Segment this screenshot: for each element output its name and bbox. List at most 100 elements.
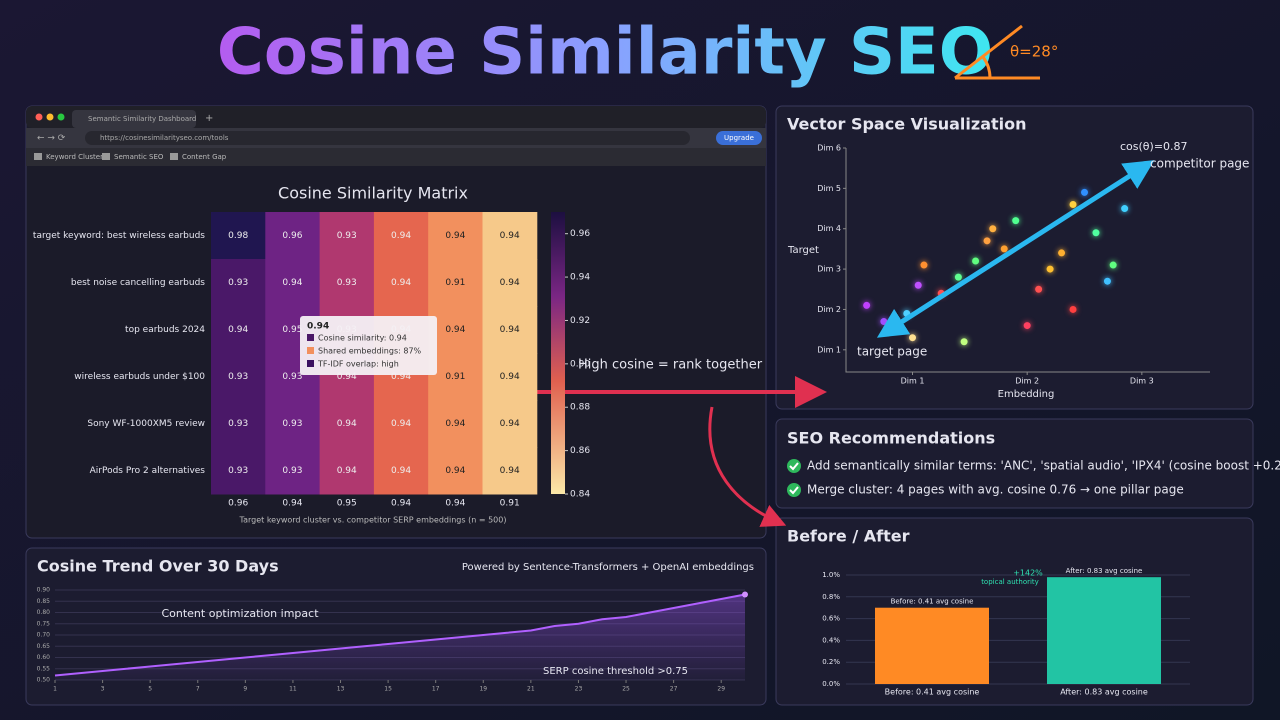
row-label: AirPods Pro 2 alternatives xyxy=(90,466,206,476)
heat-cell xyxy=(482,306,538,354)
cell-label: 0.93 xyxy=(337,231,357,241)
cell-label: 0.93 xyxy=(228,278,248,288)
cell-label: 0.94 xyxy=(337,466,357,476)
heat-cell xyxy=(373,259,429,307)
row-label: target keyword: best wireless earbuds xyxy=(33,231,205,241)
heat-cell xyxy=(319,259,375,307)
cell-label: 0.94 xyxy=(391,419,411,429)
heat-cell xyxy=(265,447,321,495)
cell-label: 0.94 xyxy=(500,325,520,335)
tab-bar xyxy=(26,106,766,128)
x-tick-label: Dim 3 xyxy=(1130,377,1154,386)
column-label: 0.94 xyxy=(282,499,302,509)
x-tick-label: 11 xyxy=(289,686,297,693)
end-point xyxy=(742,591,748,598)
bar xyxy=(875,607,989,684)
y-tick-label: 0.4% xyxy=(822,636,840,644)
colorbar xyxy=(551,212,565,494)
nav-buttons[interactable]: ← → ⟳ xyxy=(37,134,66,144)
window-maximize[interactable] xyxy=(57,113,65,121)
window-close[interactable] xyxy=(35,113,43,121)
y-tick-label: 0.90 xyxy=(37,587,51,594)
cell-label: 0.94 xyxy=(337,372,357,382)
bar-top-label: Before: 0.41 avg cosine xyxy=(891,598,974,606)
trend-line xyxy=(54,593,746,677)
bookmark-icon xyxy=(170,153,178,160)
x-tick-label: After: 0.83 avg cosine xyxy=(1060,688,1148,697)
cell-label: 0.93 xyxy=(282,372,302,382)
cell-label: 0.94 xyxy=(391,372,411,382)
x-axis-label: Embedding xyxy=(998,389,1055,400)
cell-label: 0.93 xyxy=(228,419,248,429)
colorbar-label: 0.96 xyxy=(570,229,590,239)
badge-text: θ=28° xyxy=(1010,43,1058,61)
cell-label: 0.94 xyxy=(500,231,520,241)
bookmark-icon xyxy=(102,153,110,160)
browser-tab[interactable] xyxy=(72,110,196,128)
cell-label: 0.91 xyxy=(445,372,465,382)
check-mark xyxy=(789,462,799,471)
new-tab[interactable]: + xyxy=(205,113,213,124)
bookmarks-bar xyxy=(26,148,766,166)
y-tick-label: 0.8% xyxy=(822,593,840,601)
x-tick-label: 13 xyxy=(337,686,345,693)
heat-cell xyxy=(428,400,483,448)
cell-label: 0.98 xyxy=(228,231,248,241)
x-tick-label: Dim 1 xyxy=(901,377,925,386)
similarity-arrow xyxy=(876,160,1155,338)
heat-cell xyxy=(211,212,266,260)
x-tick-label: 21 xyxy=(527,686,535,693)
point xyxy=(1081,188,1089,196)
arrow-label: cos(θ)=0.87 xyxy=(1120,140,1188,153)
flow-arrow xyxy=(708,406,787,527)
bookmark-icon xyxy=(34,153,42,160)
point xyxy=(909,334,917,342)
before-after-panel xyxy=(775,517,1254,706)
y-tick-label: 0.65 xyxy=(37,643,51,650)
cell-label: 0.94 xyxy=(228,325,248,335)
row-label: top earbuds 2024 xyxy=(125,325,205,335)
target-label: target page xyxy=(857,345,927,359)
cell-label: 0.94 xyxy=(391,466,411,476)
area xyxy=(55,594,745,680)
bookmark[interactable]: Semantic SEO xyxy=(114,153,164,161)
cell-label: 0.94 xyxy=(337,419,357,429)
cell-label: 0.94 xyxy=(445,325,465,335)
colorbar-label: 0.86 xyxy=(570,446,590,456)
y-tick-label: Dim 3 xyxy=(817,265,841,274)
chart-title: Vector Space Visualization xyxy=(787,115,1027,134)
x-tick-label: 1 xyxy=(53,686,57,693)
x-tick-label: 9 xyxy=(243,686,247,693)
cell-label: 0.93 xyxy=(228,466,248,476)
point xyxy=(989,225,997,233)
heat-cell xyxy=(265,212,321,260)
title-badge: θ=28° xyxy=(954,24,1058,80)
address-bar[interactable] xyxy=(85,131,690,145)
cell-label: 0.94 xyxy=(282,278,302,288)
upgrade-button[interactable] xyxy=(716,131,762,145)
section-title: SEO Recommendations xyxy=(787,429,995,448)
point xyxy=(972,257,980,265)
tooltip-title: 0.94 xyxy=(307,322,329,332)
window-minimize[interactable] xyxy=(46,113,54,121)
tooltip-swatch xyxy=(307,334,314,341)
bookmark[interactable]: Content Gap xyxy=(182,153,227,161)
cell-label: 0.94 xyxy=(445,231,465,241)
cell-label: 0.91 xyxy=(445,278,465,288)
cell-label: 0.93 xyxy=(282,466,302,476)
flow-label: High cosine = rank together xyxy=(578,358,763,373)
heat-cell xyxy=(482,400,538,448)
heat-cell xyxy=(319,447,375,495)
point xyxy=(960,338,968,346)
cell-label: 0.94 xyxy=(391,231,411,241)
point xyxy=(920,261,928,269)
recommendations-panel xyxy=(775,418,1254,509)
x-tick-label: 27 xyxy=(670,686,678,693)
heat-cell xyxy=(428,447,483,495)
y-tick-label: Dim 5 xyxy=(817,184,841,193)
y-tick-label: 0.55 xyxy=(37,665,51,672)
bookmark[interactable]: Keyword Clusters xyxy=(46,153,107,161)
point xyxy=(914,281,922,289)
tooltip-item: Cosine similarity: 0.94 xyxy=(318,334,407,343)
